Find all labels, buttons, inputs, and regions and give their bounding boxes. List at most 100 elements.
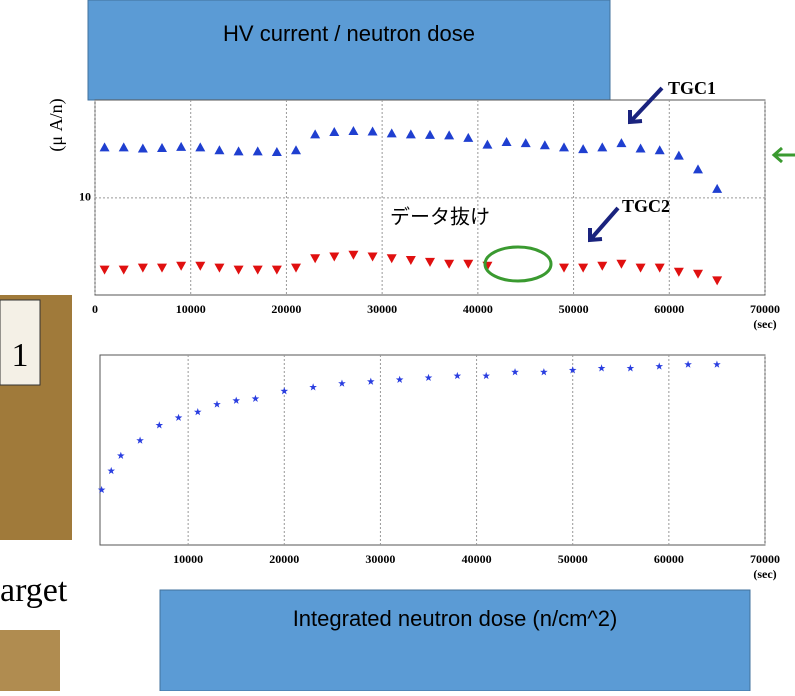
annotation: TGC2	[622, 196, 670, 216]
data-point	[107, 466, 116, 475]
data-point	[157, 263, 167, 273]
data-point	[195, 142, 206, 152]
data-point	[214, 263, 225, 273]
data-point	[482, 371, 490, 380]
data-point	[310, 254, 321, 264]
annotation: データ抜け	[390, 205, 490, 229]
data-point	[597, 142, 608, 152]
data-point	[329, 252, 340, 262]
data-point	[539, 140, 550, 150]
data-point	[444, 130, 455, 140]
data-point	[338, 379, 346, 387]
data-point	[233, 146, 244, 156]
x-tick-label: 70000	[750, 302, 780, 316]
data-point	[540, 368, 548, 376]
data-point	[310, 129, 321, 139]
data-point	[405, 129, 416, 139]
data-point	[405, 256, 416, 266]
data-point	[214, 145, 225, 155]
data-point	[616, 138, 627, 148]
data-point	[118, 265, 129, 275]
data-point	[137, 143, 148, 153]
data-point	[367, 126, 378, 136]
annotation: TGC1	[668, 78, 716, 98]
data-point	[252, 146, 263, 156]
data-point	[136, 436, 144, 444]
x-tick-label: 20000	[269, 552, 299, 566]
x-tick-label: 30000	[365, 552, 395, 566]
data-point	[157, 142, 167, 152]
data-point	[176, 141, 187, 151]
data-point	[97, 485, 106, 494]
data-point	[271, 265, 282, 275]
data-point	[713, 360, 721, 368]
data-point	[673, 150, 684, 160]
data-point	[501, 137, 512, 147]
data-point	[425, 257, 435, 267]
data-point	[309, 383, 317, 391]
data-point	[626, 364, 635, 372]
data-point	[655, 362, 664, 370]
data-point	[684, 360, 692, 368]
data-point	[118, 142, 129, 152]
data-point	[693, 164, 703, 174]
y-axis-label: (μ A/n)	[46, 98, 67, 151]
data-point	[654, 263, 665, 273]
data-point	[568, 366, 577, 374]
data-point	[635, 263, 646, 273]
y-tick-label: 10	[79, 190, 91, 204]
data-point	[559, 263, 569, 273]
data-point	[252, 265, 263, 275]
data-point	[348, 126, 359, 136]
x-tick-label: 20000	[271, 302, 301, 316]
x-tick-label: 10000	[173, 552, 203, 566]
data-point	[511, 368, 519, 376]
data-point	[251, 394, 260, 402]
x-axis-label: (sec)	[753, 317, 776, 331]
data-point	[386, 128, 397, 138]
x-tick-label: 50000	[559, 302, 589, 316]
x-tick-label: 50000	[558, 552, 588, 566]
data-point	[280, 387, 289, 395]
data-point	[232, 396, 241, 404]
data-point	[712, 276, 723, 286]
x-tick-label: 40000	[462, 552, 492, 566]
data-point	[425, 129, 435, 139]
data-point	[597, 261, 608, 271]
fragment-text: arget	[0, 572, 68, 609]
label-box	[0, 299, 41, 386]
data-point	[453, 371, 462, 380]
data-point	[635, 143, 646, 153]
data-point	[616, 259, 627, 269]
data-point	[693, 269, 703, 279]
data-point	[654, 145, 665, 155]
data-point	[291, 263, 301, 273]
data-point	[155, 421, 164, 429]
data-point	[99, 265, 110, 275]
data-point	[348, 250, 359, 260]
data-point	[463, 132, 474, 142]
data-point	[213, 400, 221, 408]
highlight	[483, 245, 553, 283]
data-point	[367, 252, 378, 262]
data-point	[99, 142, 110, 152]
title-box-text: HV current / neutron dose	[223, 21, 475, 46]
data-point	[559, 142, 569, 152]
photo-fragment	[0, 630, 60, 691]
x-tick-label: 10000	[176, 302, 206, 316]
data-point	[463, 259, 474, 269]
data-point	[271, 147, 282, 157]
arrow	[588, 206, 620, 243]
data-point	[597, 364, 606, 372]
data-point	[444, 259, 455, 269]
data-point	[578, 144, 589, 154]
data-point	[193, 408, 202, 416]
title-box-text: Integrated neutron dose (n/cm^2)	[293, 606, 618, 631]
x-tick-label: 30000	[367, 302, 397, 316]
x-tick-label: 0	[92, 302, 98, 316]
x-axis-label: (sec)	[753, 567, 776, 581]
data-point	[712, 183, 723, 193]
data-point	[482, 139, 493, 149]
x-tick-label: 60000	[654, 302, 684, 316]
data-point	[578, 263, 589, 273]
